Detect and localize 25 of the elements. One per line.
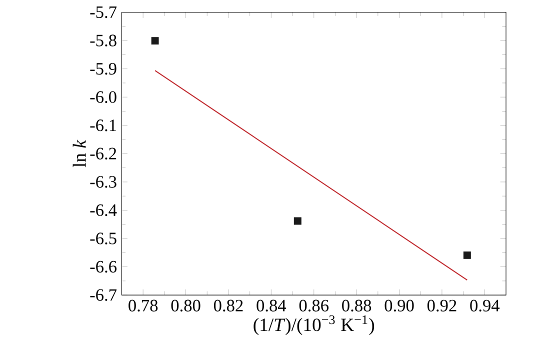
y-tick-label: -5.8 (90, 34, 116, 46)
y-tick-label: -6.1 (90, 120, 116, 132)
x-axis-title: (1/T)/(10$^{−3}$ K$^{−1}$) (254, 315, 374, 335)
point (151, 37, 159, 45)
y-axis-title: ln k (72, 140, 86, 168)
x-tick-label: 0.84 (256, 300, 286, 312)
x-tick-label: 0.88 (342, 300, 372, 312)
x-tick-label: 0.86 (299, 300, 329, 312)
y-tick-label: -6.2 (90, 148, 116, 160)
y-tick-label: -6.4 (90, 204, 117, 216)
x-tick-label: 0.80 (171, 300, 200, 312)
y-tick-label: -5.9 (90, 62, 116, 75)
x-tick-label: 0.82 (214, 300, 243, 312)
point (463, 251, 471, 259)
x-tick-label: 0.94 (470, 300, 500, 312)
y-tick-label: -6.7 (90, 289, 117, 301)
x-tick-label: 0.78 (128, 300, 158, 312)
x-tick-label: 0.92 (427, 300, 456, 312)
y-tick-label: -6.6 (90, 260, 117, 273)
y-tick-label: -6.3 (90, 176, 116, 188)
y-tick-label: -6.0 (90, 91, 116, 103)
x-tick-label: 0.90 (384, 300, 414, 312)
y-tick-label: -6.5 (90, 232, 116, 244)
point (294, 217, 302, 225)
y-tick-label: -5.7 (90, 6, 117, 18)
